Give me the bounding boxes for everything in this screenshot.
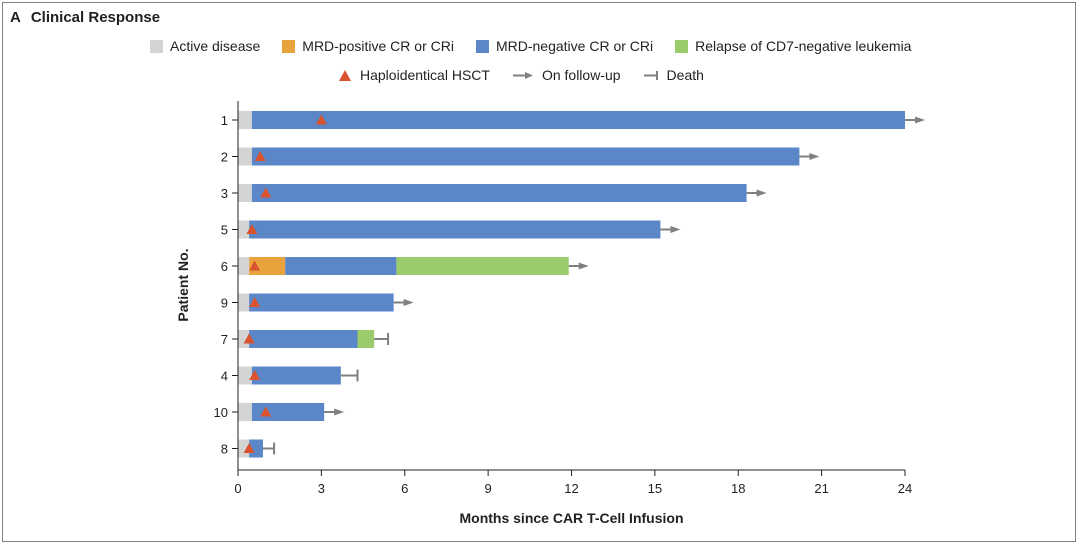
follow-up-arrow-icon [578,262,589,270]
x-tick-label: 6 [401,481,408,496]
x-tick-label: 12 [564,481,578,496]
legend-label-active-disease: Active disease [170,38,261,54]
patient-row [238,147,820,166]
hsct-triangle-icon [260,406,272,417]
bar-segment-mrd-neg [251,184,747,202]
bar-segment-active [238,403,252,421]
hsct-triangle-icon [243,443,255,453]
follow-up-arrow-icon [334,408,345,416]
y-tick-label: 5 [221,223,228,238]
bar-segment-active [238,257,250,275]
bar-segment-mrd-neg [249,293,394,312]
x-tick-label: 9 [485,481,492,496]
bar-segment-mrd-neg [285,257,397,275]
panel-letter: A [10,9,21,26]
follow-up-arrow-icon [403,299,414,306]
legend-label-hsct: Haploidentical HSCT [360,67,490,83]
follow-up-arrow-icon [915,116,925,124]
legend-label-death: Death [666,67,704,83]
bar-segment-mrd-neg [251,147,800,166]
bar-segment-active [238,293,250,312]
follow-up-arrow-icon [756,189,767,197]
bar-segment-active [238,330,250,348]
y-tick-label: 6 [221,259,228,274]
bar-segment-active [238,366,252,385]
legend-label-mrd-positive: MRD-positive CR or CRi [302,38,454,54]
y-tick-label: 4 [221,369,228,384]
triangle-icon [339,69,351,81]
y-tick-label: 8 [221,442,228,457]
bar-segment-relapse [357,330,375,348]
hsct-triangle-icon [249,260,261,271]
patient-row [238,293,414,312]
y-tick-label: 7 [221,332,228,347]
patient-row [238,403,345,421]
legend-swatch-relapse [675,39,689,53]
legend-item-death: Death [643,67,704,83]
patient-row [238,439,276,458]
y-tick-label: 9 [221,296,228,311]
hsct-triangle-icon [249,370,261,380]
legend-row-1: Active disease MRD-positive CR or CRi MR… [150,38,911,54]
x-tick-label: 0 [234,481,241,496]
x-tick-label: 18 [731,481,745,496]
legend-swatch-active-disease [150,39,163,53]
panel-title-text: Clinical Response [30,9,161,26]
bar-segment-active [238,147,252,166]
legend-item-active-disease: Active disease [150,38,260,54]
legend-label-follow-up: On follow-up [541,67,621,83]
legend-label-relapse: Relapse of CD7-negative leukemia [695,38,912,54]
hsct-triangle-icon [315,114,327,125]
y-tick-label: 10 [214,405,228,420]
follow-up-arrow-icon [670,226,681,233]
patient-row [238,220,681,239]
legend-row-2: Haploidentical HSCT On follow-up Death [338,67,704,83]
y-tick-label: 3 [221,186,228,201]
legend-item-follow-up: On follow-up [512,67,621,83]
legend-label-mrd-negative: MRD-negative CR or CRi [495,38,654,54]
patient-row [238,184,767,202]
hsct-triangle-icon [249,297,261,307]
patient-row [238,111,925,129]
x-tick-label: 3 [318,481,325,496]
bar-segment-mrd-neg [251,366,341,385]
bar-segment-relapse [396,257,569,275]
x-tick-label: 15 [648,481,662,496]
legend-swatch-mrd-negative [475,39,489,53]
legend-swatch-mrd-positive [282,39,296,53]
legend-item-hsct: Haploidentical HSCT [338,67,490,83]
bar-segment-mrd-neg [251,403,325,421]
bar-segment-mrd-neg [249,330,358,348]
x-axis-title: Months since CAR T-Cell Infusion [459,510,683,526]
patient-row [238,330,390,348]
bar-segment-active [238,111,252,129]
hsct-triangle-icon [246,224,258,234]
bar-segment-active [238,220,250,239]
legend-item-mrd-negative: MRD-negative CR or CRi [475,38,654,54]
hsct-triangle-icon [260,187,272,198]
hsct-triangle-icon [254,151,266,161]
y-tick-label: 1 [221,113,228,128]
patient-row [238,257,589,275]
bar-segment-active [238,184,252,202]
patient-row [238,366,359,385]
y-axis-title: Patient No. [175,248,191,321]
legend-item-relapse: Relapse of CD7-negative leukemia [675,38,911,54]
y-tick-label: 2 [221,150,228,165]
bar-segment-active [238,439,250,458]
hsct-triangle-icon [243,333,255,344]
bars-layer [238,111,925,458]
x-tick-label: 24 [898,481,912,496]
follow-up-arrow-icon [809,153,820,160]
bar-segment-mrd-neg [249,220,661,239]
panel-title: A Clinical Response [10,9,160,26]
bar-segment-mrd-neg [251,111,906,129]
x-tick-label: 21 [814,481,828,496]
legend-item-mrd-positive: MRD-positive CR or CRi [282,38,454,54]
death-bar-icon [643,70,658,80]
arrow-icon [512,71,533,79]
